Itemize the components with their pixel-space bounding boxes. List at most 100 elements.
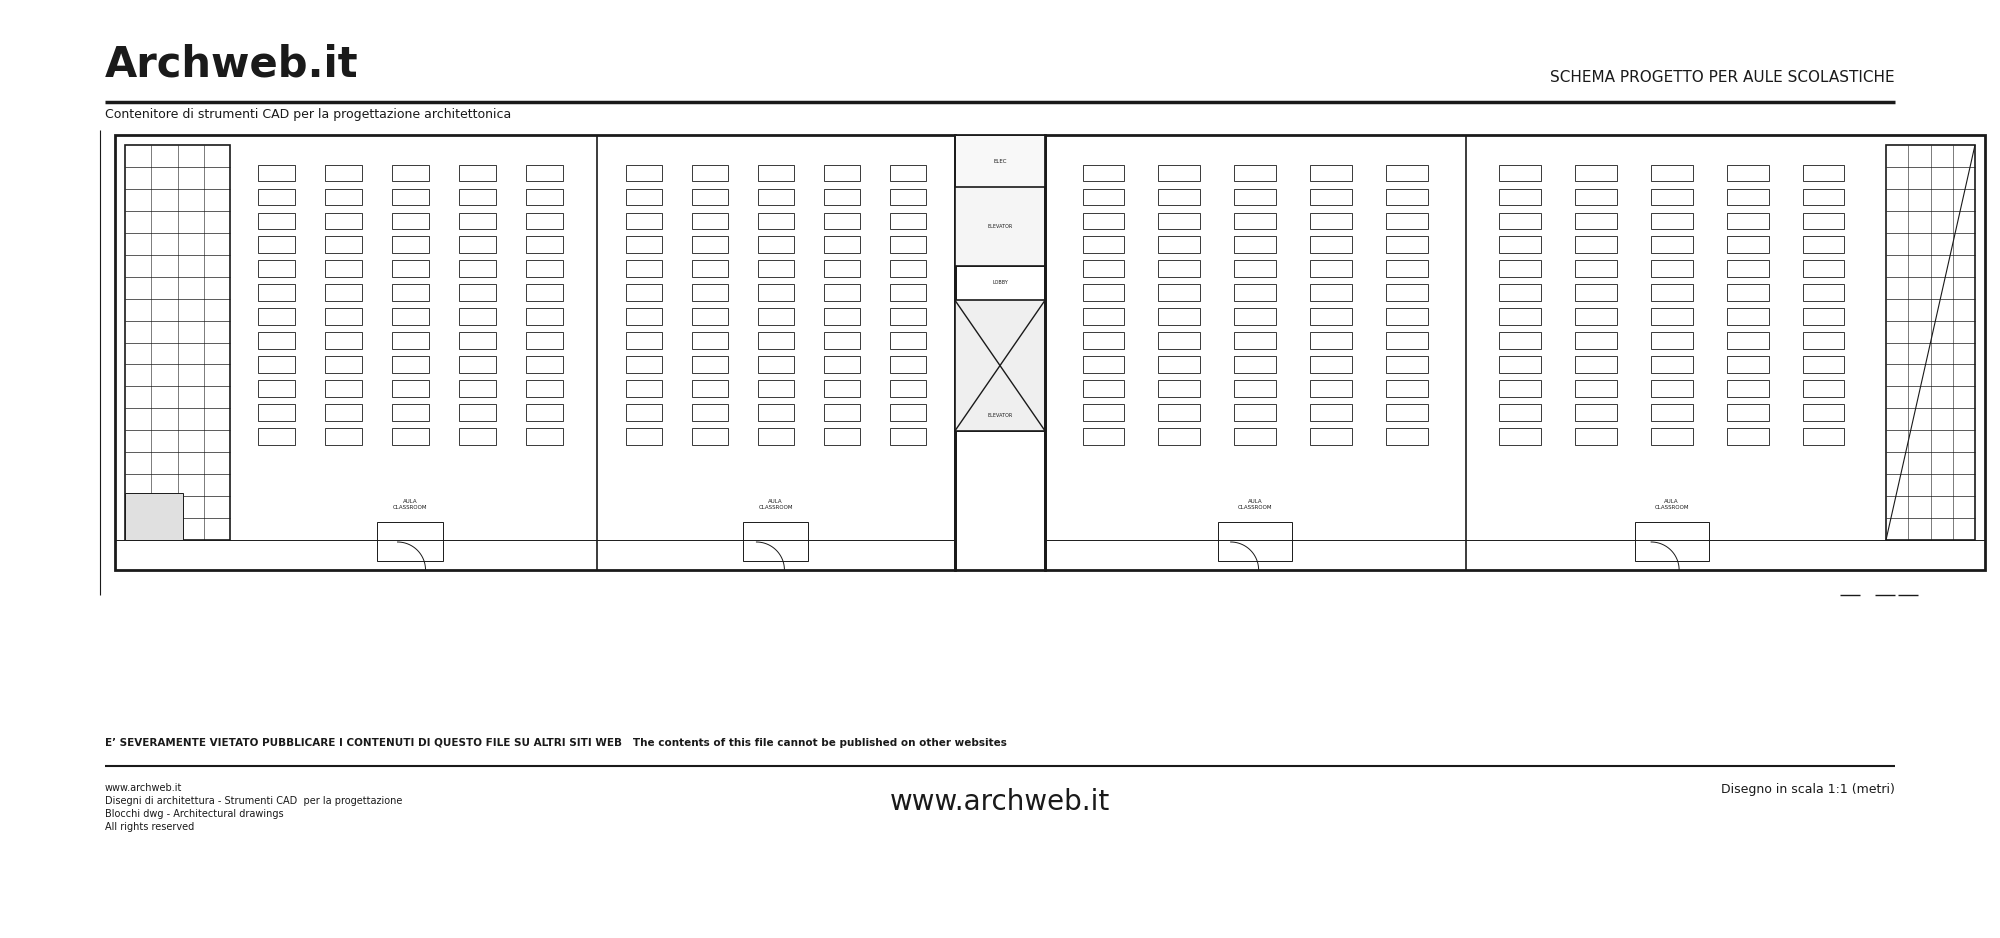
Bar — [1234, 236, 1276, 253]
Bar — [258, 380, 294, 397]
Bar — [626, 309, 662, 325]
Bar — [824, 189, 860, 205]
Bar — [1386, 356, 1428, 372]
Bar — [1158, 309, 1200, 325]
Bar — [1386, 165, 1428, 181]
Bar — [526, 261, 562, 277]
Text: www.archweb.it: www.archweb.it — [890, 788, 1110, 816]
Bar — [824, 165, 860, 181]
Bar — [1726, 309, 1768, 325]
Bar — [1802, 261, 1844, 277]
Bar — [324, 332, 362, 349]
Bar — [1500, 261, 1540, 277]
Bar — [1386, 404, 1428, 420]
Bar — [1386, 189, 1428, 205]
Bar — [1650, 332, 1692, 349]
Bar — [1234, 380, 1276, 397]
Bar — [392, 236, 428, 253]
Bar — [324, 236, 362, 253]
Bar — [116, 540, 956, 570]
Text: AULA
CLASSROOM: AULA CLASSROOM — [1238, 499, 1272, 510]
Bar — [626, 165, 662, 181]
Bar — [1634, 522, 1708, 561]
Bar — [758, 404, 794, 420]
Bar — [758, 236, 794, 253]
Bar — [526, 332, 562, 349]
Bar — [1386, 213, 1428, 229]
Bar — [1158, 332, 1200, 349]
Bar — [1726, 284, 1768, 301]
Text: All rights reserved: All rights reserved — [104, 822, 194, 832]
Bar — [1802, 428, 1844, 445]
Bar — [956, 188, 1044, 265]
Bar — [324, 165, 362, 181]
Bar — [1574, 380, 1616, 397]
Bar — [1802, 165, 1844, 181]
Bar — [392, 165, 428, 181]
Bar — [824, 428, 860, 445]
Bar — [458, 309, 496, 325]
Bar — [824, 332, 860, 349]
Bar — [458, 213, 496, 229]
Bar — [1726, 236, 1768, 253]
Bar — [1726, 380, 1768, 397]
Bar — [1310, 404, 1352, 420]
Bar — [890, 380, 926, 397]
Bar — [1082, 380, 1124, 397]
Bar — [1082, 404, 1124, 420]
Bar — [258, 332, 294, 349]
Bar — [692, 428, 728, 445]
Bar — [458, 332, 496, 349]
Bar — [1082, 284, 1124, 301]
Bar — [324, 261, 362, 277]
Bar — [1158, 189, 1200, 205]
Bar — [692, 404, 728, 420]
Bar — [1650, 356, 1692, 372]
Bar — [1574, 428, 1616, 445]
Bar — [626, 284, 662, 301]
Bar — [1650, 309, 1692, 325]
Bar — [258, 261, 294, 277]
Bar — [692, 332, 728, 349]
Bar — [1234, 165, 1276, 181]
Bar — [824, 213, 860, 229]
Bar — [1574, 261, 1616, 277]
Bar — [758, 261, 794, 277]
Bar — [692, 380, 728, 397]
Bar — [258, 356, 294, 372]
Bar — [1310, 428, 1352, 445]
Bar — [626, 213, 662, 229]
Bar — [1386, 332, 1428, 349]
Bar — [758, 380, 794, 397]
Bar — [124, 492, 182, 540]
Bar — [1082, 213, 1124, 229]
Bar — [824, 261, 860, 277]
Bar — [1574, 356, 1616, 372]
Bar — [692, 165, 728, 181]
Bar — [956, 300, 1044, 431]
Bar — [824, 284, 860, 301]
Bar — [1310, 380, 1352, 397]
Bar — [1500, 213, 1540, 229]
Bar — [758, 332, 794, 349]
Bar — [458, 165, 496, 181]
Bar — [626, 356, 662, 372]
Bar — [1386, 309, 1428, 325]
Bar — [1082, 189, 1124, 205]
Bar — [956, 135, 1044, 188]
Bar — [458, 261, 496, 277]
Bar — [1802, 189, 1844, 205]
Bar — [1726, 404, 1768, 420]
Bar — [1234, 261, 1276, 277]
Bar — [1158, 380, 1200, 397]
Bar — [324, 189, 362, 205]
Bar — [526, 236, 562, 253]
Bar — [1082, 236, 1124, 253]
Bar — [324, 380, 362, 397]
Bar — [824, 309, 860, 325]
Bar — [324, 404, 362, 420]
Bar — [890, 332, 926, 349]
Bar — [1802, 380, 1844, 397]
Bar — [1574, 236, 1616, 253]
Bar — [1386, 380, 1428, 397]
